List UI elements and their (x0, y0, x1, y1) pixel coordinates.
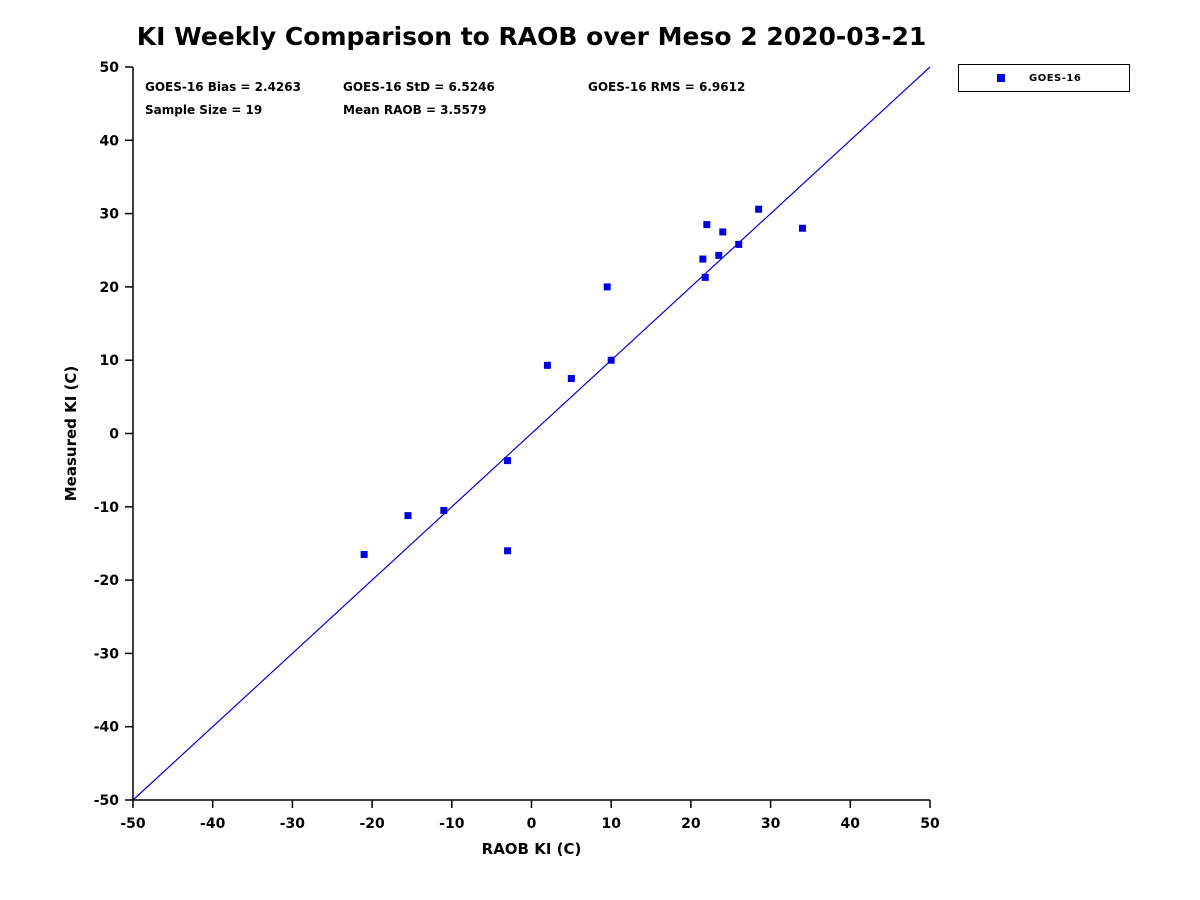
legend-square-marker-icon (997, 74, 1005, 82)
x-tick-label: -20 (359, 816, 385, 832)
y-tick-label: 20 (100, 280, 120, 296)
y-tick-label: -30 (94, 646, 120, 662)
identity-line (132, 66, 931, 801)
chart-title: KI Weekly Comparison to RAOB over Meso 2… (136, 22, 927, 51)
data-point (504, 547, 512, 555)
data-point (603, 283, 611, 291)
legend-label: GOES-16 (1029, 72, 1082, 84)
stat-mean-raob: Mean RAOB = 3.5579 (343, 103, 487, 117)
stat-std: GOES-16 StD = 6.5246 (343, 80, 495, 94)
x-tick-label: -30 (280, 816, 306, 832)
x-tick-label: -40 (200, 816, 226, 832)
y-tick-label: 40 (100, 133, 120, 149)
stat-sample-size: Sample Size = 19 (145, 103, 263, 117)
y-tick-label: -40 (94, 720, 120, 736)
data-point (798, 224, 806, 232)
data-point (715, 251, 723, 259)
data-point (567, 375, 575, 383)
x-tick-label: 50 (920, 816, 940, 832)
data-point (404, 512, 412, 520)
data-point (607, 356, 615, 364)
data-point (543, 361, 551, 369)
x-tick-label: 20 (681, 816, 701, 832)
data-point (360, 550, 368, 558)
data-point (701, 273, 709, 281)
data-point (703, 221, 711, 229)
x-tick-label: 0 (527, 816, 537, 832)
x-tick-label: 30 (761, 816, 781, 832)
y-axis-label: Measured KI (C) (62, 366, 80, 502)
legend: GOES-16 (958, 64, 1130, 92)
data-point (504, 457, 512, 465)
y-tick-label: -50 (94, 793, 120, 809)
data-point (699, 255, 707, 263)
x-tick-label: 40 (841, 816, 861, 832)
y-tick-label: -10 (94, 500, 120, 516)
stat-bias: GOES-16 Bias = 2.4263 (145, 80, 301, 94)
x-tick-label: -10 (439, 816, 465, 832)
x-tick-label: 10 (601, 816, 621, 832)
data-point (440, 506, 448, 514)
data-point (735, 240, 743, 248)
x-axis-label: RAOB KI (C) (482, 840, 582, 858)
data-point (719, 228, 727, 236)
y-tick-label: 50 (100, 60, 120, 76)
data-point (755, 205, 763, 213)
y-tick-label: 30 (100, 207, 120, 223)
x-tick-label: -50 (120, 816, 146, 832)
stat-rms: GOES-16 RMS = 6.9612 (588, 80, 746, 94)
y-tick-label: 10 (100, 353, 120, 369)
y-tick-label: -20 (94, 573, 120, 589)
y-tick-label: 0 (109, 427, 119, 443)
